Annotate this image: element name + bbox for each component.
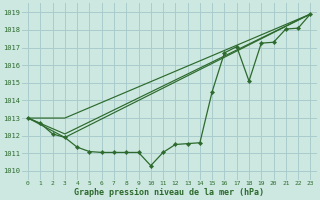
X-axis label: Graphe pression niveau de la mer (hPa): Graphe pression niveau de la mer (hPa) (74, 188, 264, 197)
